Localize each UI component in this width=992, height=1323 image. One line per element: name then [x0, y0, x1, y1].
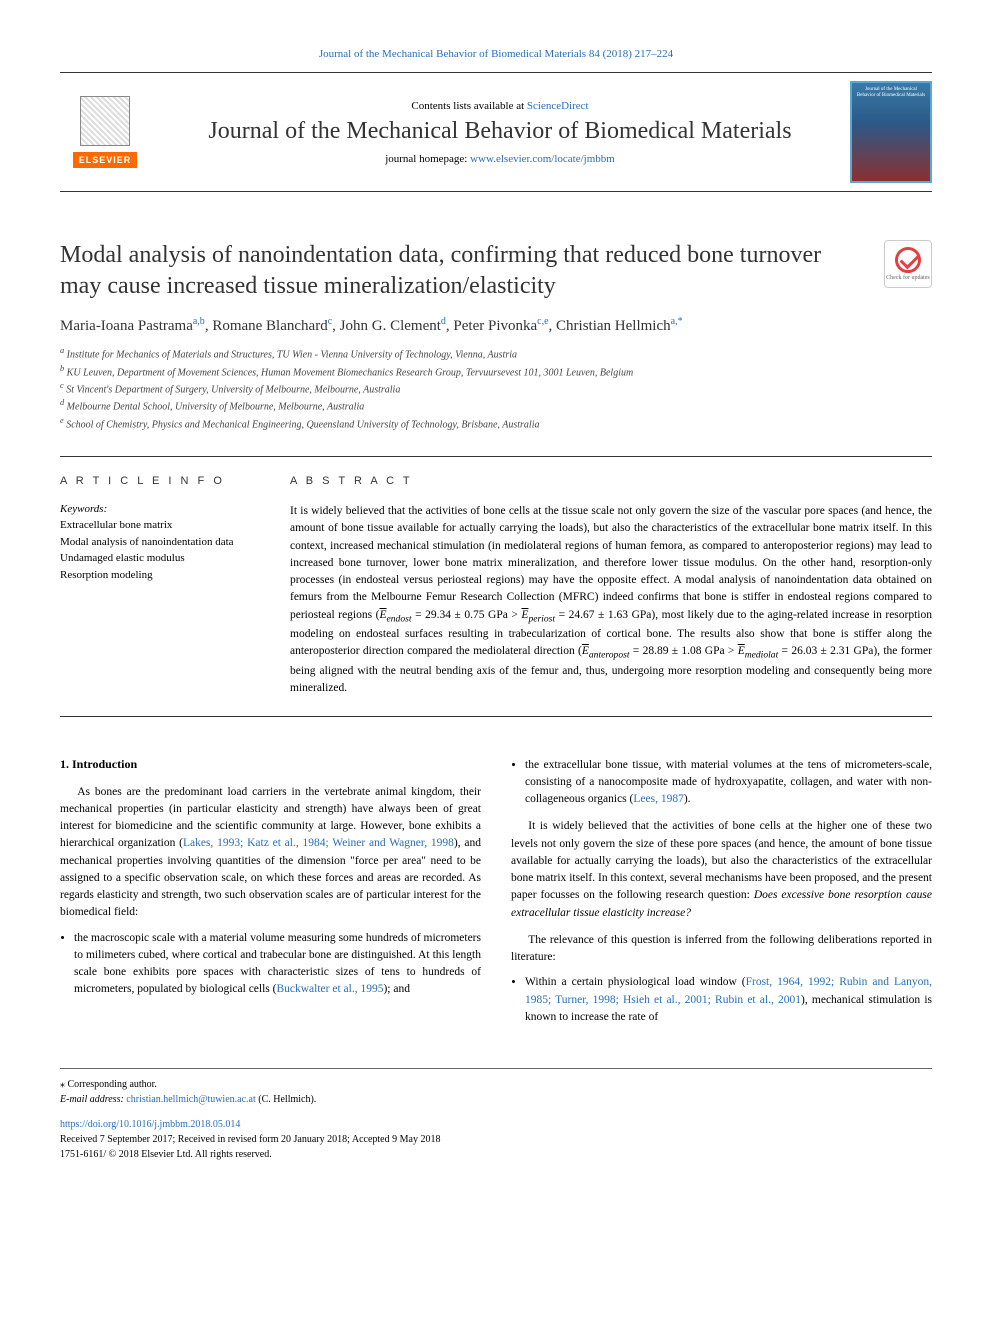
bullet-macroscopic: the macroscopic scale with a material vo… [74, 930, 481, 999]
intro-paragraph-3: The relevance of this question is inferr… [511, 932, 932, 967]
top-citation-link[interactable]: Journal of the Mechanical Behavior of Bi… [319, 48, 673, 60]
top-citation: Journal of the Mechanical Behavior of Bi… [60, 48, 932, 60]
email-suffix: (C. Hellmich). [256, 1094, 317, 1105]
intro-bullet-list-right-top: the extracellular bone tissue, with mate… [511, 757, 932, 809]
bullet-load-window: Within a certain physiological load wind… [525, 974, 932, 1026]
contents-prefix: Contents lists available at [411, 100, 526, 112]
article-info-heading: A R T I C L E I N F O [60, 475, 260, 487]
intro-paragraph-1: As bones are the predominant load carrie… [60, 784, 481, 922]
body-column-right: the extracellular bone tissue, with mate… [511, 757, 932, 1033]
check-updates-badge[interactable]: Check for updates [884, 240, 932, 288]
homepage-link[interactable]: www.elsevier.com/locate/jmbbm [470, 153, 615, 165]
cover-label: Journal of the Mechanical Behavior of Bi… [856, 87, 926, 99]
journal-name: Journal of the Mechanical Behavior of Bi… [150, 118, 850, 145]
journal-homepage: journal homepage: www.elsevier.com/locat… [150, 153, 850, 165]
email-line: E-mail address: christian.hellmich@tuwie… [60, 1092, 932, 1107]
keywords-label: Keywords: [60, 503, 260, 515]
copyright-line: 1751-6161/ © 2018 Elsevier Ltd. All righ… [60, 1147, 932, 1162]
abstract-column: A B S T R A C T It is widely believed th… [290, 475, 932, 698]
corresponding-author: ⁎ Corresponding author. [60, 1077, 932, 1092]
journal-header: ELSEVIER Contents lists available at Sci… [60, 72, 932, 192]
authors-line: Maria-Ioana Pastramaa,b, Romane Blanchar… [60, 316, 932, 335]
corresponding-email-link[interactable]: christian.hellmich@tuwien.ac.at [126, 1094, 255, 1105]
footer-block: ⁎ Corresponding author. E-mail address: … [60, 1068, 932, 1162]
elsevier-tree-icon [80, 96, 130, 146]
contents-line: Contents lists available at ScienceDirec… [150, 100, 850, 112]
received-line: Received 7 September 2017; Received in r… [60, 1132, 932, 1147]
intro-bullet-list-left: the macroscopic scale with a material vo… [60, 930, 481, 999]
affiliations: a Institute for Mechanics of Materials a… [60, 345, 932, 432]
doi-link[interactable]: https://doi.org/10.1016/j.jmbbm.2018.05.… [60, 1119, 240, 1130]
journal-cover-thumbnail: Journal of the Mechanical Behavior of Bi… [850, 81, 932, 183]
email-label: E-mail address: [60, 1094, 126, 1105]
body-column-left: 1. Introduction As bones are the predomi… [60, 757, 481, 1033]
homepage-prefix: journal homepage: [385, 153, 470, 165]
section-intro-heading: 1. Introduction [60, 757, 481, 772]
check-icon [895, 247, 921, 273]
publisher-name: ELSEVIER [73, 152, 138, 168]
abstract-heading: A B S T R A C T [290, 475, 932, 487]
bullet-extracellular: the extracellular bone tissue, with mate… [525, 757, 932, 809]
divider [60, 456, 932, 457]
abstract-text: It is widely believed that the activitie… [290, 503, 932, 698]
intro-bullet-list-right-bottom: Within a certain physiological load wind… [511, 974, 932, 1026]
sciencedirect-link[interactable]: ScienceDirect [527, 100, 589, 112]
article-info-column: A R T I C L E I N F O Keywords: Extracel… [60, 475, 260, 698]
article-title: Modal analysis of nanoindentation data, … [60, 240, 864, 302]
publisher-logo: ELSEVIER [60, 96, 150, 168]
intro-paragraph-2: It is widely believed that the activitie… [511, 818, 932, 922]
keywords-list: Extracellular bone matrixModal analysis … [60, 517, 260, 583]
check-badge-text: Check for updates [886, 275, 930, 281]
